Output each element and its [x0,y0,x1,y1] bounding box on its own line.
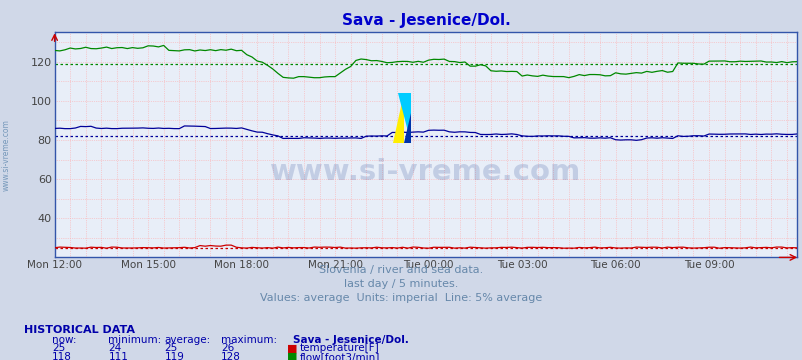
Polygon shape [392,93,403,143]
Polygon shape [398,93,411,143]
Text: www.si-vreme.com: www.si-vreme.com [270,158,581,186]
Text: temperature[F]: temperature[F] [299,343,379,354]
Text: 26: 26 [221,343,234,354]
Text: 25: 25 [52,343,66,354]
Text: ■: ■ [286,352,297,360]
Text: 111: 111 [108,352,128,360]
Polygon shape [403,113,411,143]
Title: Sava - Jesenice/Dol.: Sava - Jesenice/Dol. [341,13,510,28]
Text: HISTORICAL DATA: HISTORICAL DATA [24,325,135,335]
Text: maximum:: maximum: [221,335,277,345]
Text: minimum:: minimum: [108,335,161,345]
Text: last day / 5 minutes.: last day / 5 minutes. [344,279,458,289]
Text: flow[foot3/min]: flow[foot3/min] [299,352,379,360]
Text: Values: average  Units: imperial  Line: 5% average: Values: average Units: imperial Line: 5%… [260,293,542,303]
Text: 118: 118 [52,352,72,360]
Text: Sava - Jesenice/Dol.: Sava - Jesenice/Dol. [293,335,408,345]
Text: Slovenia / river and sea data.: Slovenia / river and sea data. [319,265,483,275]
Text: 119: 119 [164,352,184,360]
Text: ■: ■ [286,343,297,354]
Text: 25: 25 [164,343,178,354]
Text: 24: 24 [108,343,122,354]
Text: now:: now: [52,335,77,345]
Text: www.si-vreme.com: www.si-vreme.com [2,119,11,191]
Text: 128: 128 [221,352,241,360]
Text: average:: average: [164,335,211,345]
